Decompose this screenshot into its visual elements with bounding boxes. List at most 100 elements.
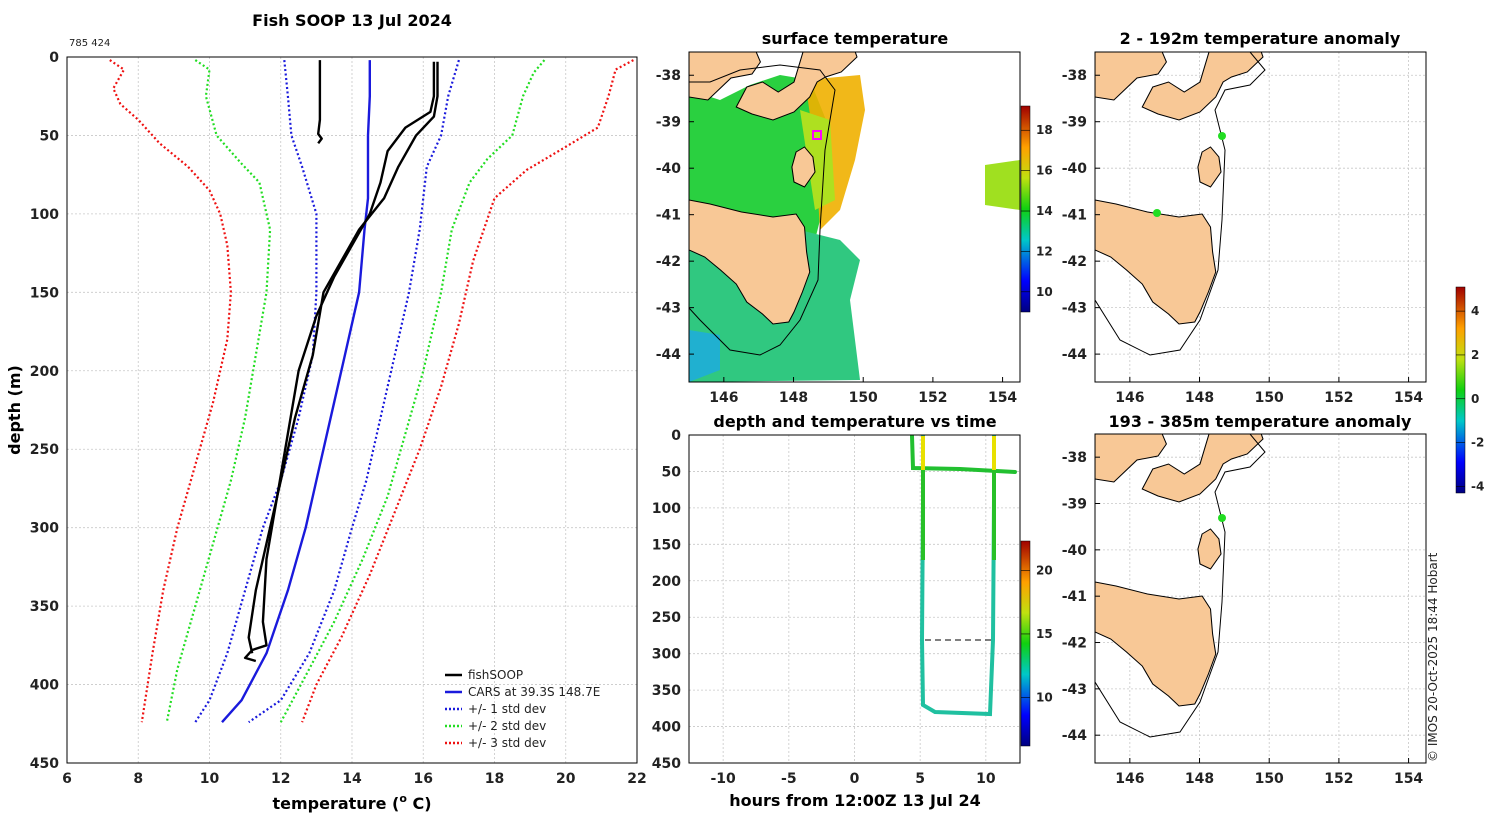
profile-ytick-150: 150 (30, 285, 59, 301)
dt-xtick--5: -5 (781, 771, 797, 787)
anom1-land (1095, 52, 1264, 325)
profile-xtick-22: 22 (627, 771, 646, 787)
anom-cbtick--4: -4 (1471, 479, 1484, 493)
dt-colorbar (1020, 540, 1031, 747)
profile-xtick-16: 16 (414, 771, 433, 787)
anom1-ytick--43: -43 (1062, 301, 1087, 317)
anom-cbtick-0: 0 (1471, 392, 1479, 406)
dt-ytick-350: 350 (652, 683, 681, 699)
profile-ytick-100: 100 (30, 207, 59, 223)
anom1-xtick-148: 148 (1185, 390, 1214, 406)
dt-traces (910, 435, 1017, 717)
sst-colorbar (1020, 105, 1031, 313)
anom2-xtick-148: 148 (1185, 771, 1214, 787)
dt-cbtick-15: 15 (1036, 627, 1053, 641)
anom1-xtick-152: 152 (1324, 390, 1353, 406)
sst-cbtick-18: 18 (1036, 123, 1053, 137)
profile-ytick-300: 300 (30, 521, 59, 537)
main-title: Fish SOOP 13 Jul 2024 (252, 11, 452, 30)
anom-cbtick--2: -2 (1471, 436, 1484, 450)
depth-time-plot: depth and temperature vs time -10 -5 0 5 100… (652, 412, 1053, 810)
dt-xtick-10: 10 (976, 771, 996, 787)
sst-frame (688, 51, 1021, 383)
sst-ytick--39: -39 (656, 115, 681, 131)
anom2-land (1095, 434, 1264, 707)
profile-series-fishsoop-b (247, 61, 439, 654)
dt-cbtick-20: 20 (1036, 563, 1053, 577)
sst-field-offshore (985, 160, 1020, 210)
anom1-point-west (1153, 209, 1161, 217)
anom2-xtick-146: 146 (1115, 771, 1144, 787)
sst-xtick-150: 150 (849, 390, 878, 406)
anom1-ytick--44: -44 (1062, 347, 1088, 363)
anom1-xtick-146: 146 (1115, 390, 1144, 406)
sst-cbtick-12: 12 (1036, 244, 1053, 258)
anom1-ytick--39: -39 (1062, 115, 1087, 131)
sst-ytick--38: -38 (656, 68, 681, 84)
dt-trace-1 (910, 435, 1017, 474)
dt-xlabel: hours from 12:00Z 13 Jul 24 (729, 791, 980, 810)
profile-ytick-200: 200 (30, 364, 59, 380)
anom1-ytick--38: -38 (1062, 68, 1087, 84)
sst-map: surface temperature 146 148 150 152 154 -38 -3… (656, 29, 1053, 406)
profile-plot: 6 8 10 12 14 16 18 20 22 0 50 100 150 200 250 300 350 400… (5, 50, 647, 813)
profile-series--1-std (248, 59, 460, 724)
dt-xtick--10: -10 (711, 771, 737, 787)
legend-label-1std: +/- 1 std dev (468, 702, 546, 716)
credit-text: © IMOS 20-Oct-2025 18:44 Hobart (1426, 552, 1440, 762)
anom2-ytick--42: -42 (1062, 636, 1087, 652)
anom2-xtick-152: 152 (1324, 771, 1353, 787)
sst-field-cool-patch (689, 330, 720, 382)
anom1-frame (1094, 51, 1427, 383)
sst-cbtick-10: 10 (1036, 285, 1053, 299)
anom2-ytick--43: -43 (1062, 682, 1087, 698)
dt-ytick-400: 400 (652, 720, 681, 736)
anom1-title: 2 - 192m temperature anomaly (1120, 29, 1401, 48)
anom1-ytick--41: -41 (1062, 208, 1087, 224)
anom-cbtick-2: 2 (1471, 348, 1479, 362)
profile-series-cars-at-39-3s-148-7e (221, 60, 371, 723)
profile-ytick-0: 0 (49, 50, 59, 66)
profile-ytick-250: 250 (30, 442, 59, 458)
sst-xtick-146: 146 (709, 390, 738, 406)
profile-series-fishsoop-c (317, 60, 323, 145)
profile-ylabel: depth (m) (5, 365, 24, 455)
anom1-point-east (1218, 132, 1226, 140)
sst-location-marker (812, 130, 822, 140)
sst-cbtick-14: 14 (1036, 204, 1053, 218)
id-label: 785 424 (69, 38, 110, 49)
dt-ytick-450: 450 (652, 756, 681, 772)
legend-label-cars: CARS at 39.3S 148.7E (468, 685, 600, 699)
anomaly-map-1: 2 - 192m temperature anomaly 146 148 150 15… (1062, 29, 1427, 406)
legend-label-2std: +/- 2 std dev (468, 719, 546, 733)
anom2-frame (1094, 433, 1427, 764)
anom2-xtick-150: 150 (1255, 771, 1284, 787)
profile-series--1-std (194, 59, 318, 723)
profile-ytick-400: 400 (30, 678, 59, 694)
sst-ytick--42: -42 (656, 254, 681, 270)
legend-label-3std: +/- 3 std dev (468, 736, 546, 750)
dt-xtick-5: 5 (915, 771, 925, 787)
anom1-isobath (1095, 52, 1266, 356)
anom2-ytick--38: -38 (1062, 450, 1087, 466)
profile-series--2-std (279, 59, 546, 723)
anom2-isobath (1095, 434, 1266, 738)
profile-series-fishsoop (243, 61, 436, 663)
anom-cbtick-4: 4 (1471, 304, 1479, 318)
anom2-ytick--41: -41 (1062, 589, 1087, 605)
dt-trace-mid (921, 470, 996, 560)
dt-ytick-300: 300 (652, 647, 681, 663)
dt-trace-surface (921, 436, 996, 470)
profile-ytick-350: 350 (30, 599, 59, 615)
sst-ytick--41: -41 (656, 208, 681, 224)
sst-ytick--43: -43 (656, 301, 681, 317)
legend-label-fishsoop: fishSOOP (468, 668, 523, 682)
sst-ytick--44: -44 (656, 347, 682, 363)
profile-xtick-12: 12 (271, 771, 290, 787)
profile-axes-frame (66, 56, 638, 764)
profile-ytick-50: 50 (40, 128, 60, 144)
dt-ytick-200: 200 (652, 574, 681, 590)
anom1-xtick-154: 154 (1394, 390, 1423, 406)
sst-field-frontal (800, 110, 835, 210)
sst-xtick-152: 152 (918, 390, 947, 406)
